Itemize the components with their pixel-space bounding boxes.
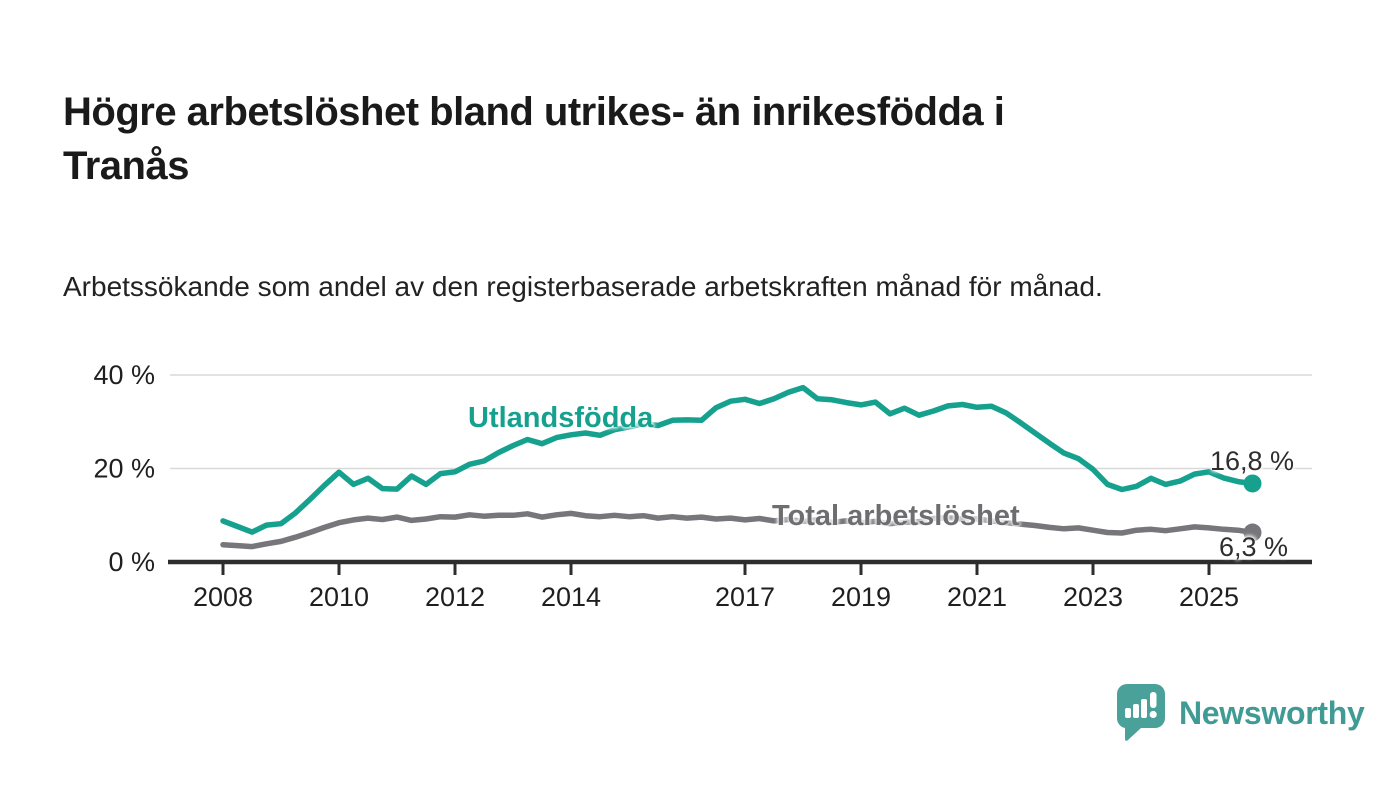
end-value-label-utlandsfodda: 16,8 % <box>1209 446 1294 476</box>
line-utlandsfodda <box>220 384 1256 535</box>
page-title-line2: Tranås <box>63 143 189 188</box>
x-tick-label-2008: 2008 <box>193 582 253 612</box>
end-dot-total-arbetsloshet <box>1243 523 1262 542</box>
end-value-label-total: 6,3 % <box>1218 532 1288 562</box>
x-tick-label-2017: 2017 <box>715 582 775 612</box>
line-total-arbetsloshet <box>220 510 1256 550</box>
y-tick-label-40: 40 % <box>93 360 155 390</box>
series-label-utlandsfodda: Utlandsfödda <box>468 402 654 434</box>
x-tick-label-2012: 2012 <box>425 582 485 612</box>
newsworthy-bubble-chart-icon <box>1117 684 1165 741</box>
x-axis-labels: 2008 2010 2012 2014 2017 2019 2021 2023 2025 <box>193 582 1239 612</box>
page-title-line1: Högre arbetslöshet bland utrikes- än inr… <box>63 89 1005 134</box>
x-tick-label-2025: 2025 <box>1179 582 1239 612</box>
newsworthy-logo-text: Newsworthy <box>1179 694 1365 731</box>
y-tick-label-0: 0 % <box>108 547 155 577</box>
gridlines <box>170 374 1312 470</box>
x-tick-label-2014: 2014 <box>541 582 601 612</box>
chart-subtitle: Arbetssökande som andel av den registerb… <box>63 271 1103 302</box>
x-tick-label-2019: 2019 <box>831 582 891 612</box>
series-label-total-arbetsloshet: Total arbetslöshet <box>772 500 1020 532</box>
y-axis-labels: 0 % 20 % 40 % <box>93 360 155 577</box>
newsworthy-logo: Newsworthy <box>1117 684 1365 742</box>
x-tick-label-2010: 2010 <box>309 582 369 612</box>
end-dot-utlandsfodda <box>1243 474 1262 493</box>
x-tick-label-2023: 2023 <box>1063 582 1123 612</box>
x-tick-label-2021: 2021 <box>947 582 1007 612</box>
page-title: Högre arbetslöshet bland utrikes- än inr… <box>63 85 1313 193</box>
y-tick-label-20: 20 % <box>93 454 155 484</box>
